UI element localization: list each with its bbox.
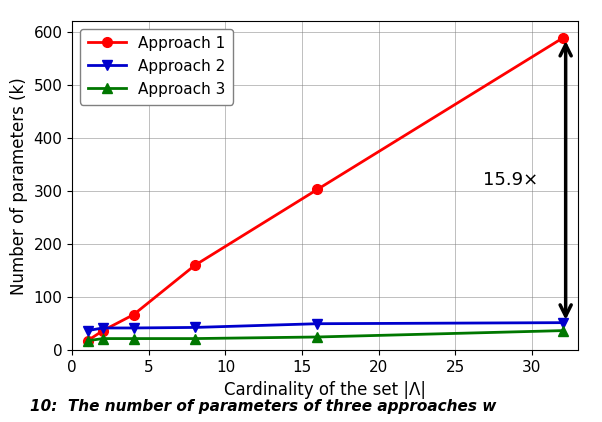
Approach 2 [314, 321, 321, 326]
Approach 2 [84, 328, 91, 333]
Approach 2 [191, 325, 199, 330]
Approach 1 [314, 187, 321, 192]
Text: 10:  The number of parameters of three approaches w: 10: The number of parameters of three ap… [30, 398, 497, 414]
Line: Approach 1: Approach 1 [82, 33, 568, 346]
Legend: Approach 1, Approach 2, Approach 3: Approach 1, Approach 2, Approach 3 [80, 29, 233, 105]
Text: 15.9×: 15.9× [483, 171, 538, 189]
Approach 3 [191, 336, 199, 341]
X-axis label: Cardinality of the set |Λ|: Cardinality of the set |Λ| [224, 381, 426, 398]
Approach 3 [130, 336, 137, 341]
Approach 1 [99, 328, 107, 333]
Approach 3 [559, 328, 566, 333]
Approach 3 [84, 338, 91, 343]
Approach 1 [84, 338, 91, 343]
Approach 2 [130, 325, 137, 330]
Approach 2 [99, 325, 107, 330]
Approach 3 [99, 336, 107, 341]
Approach 3 [314, 335, 321, 340]
Y-axis label: Number of parameters (k): Number of parameters (k) [10, 77, 28, 295]
Line: Approach 3: Approach 3 [82, 326, 568, 346]
Line: Approach 2: Approach 2 [82, 318, 568, 335]
Approach 1 [130, 312, 137, 317]
Approach 2 [559, 320, 566, 325]
Approach 1 [191, 263, 199, 268]
Approach 1 [559, 35, 566, 41]
